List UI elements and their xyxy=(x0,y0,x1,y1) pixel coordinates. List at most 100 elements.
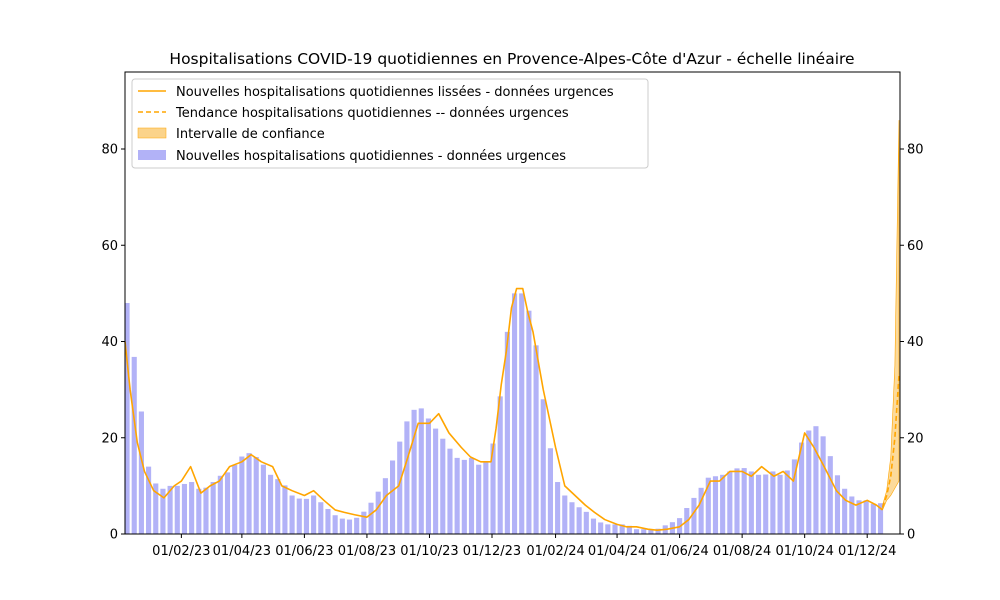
legend-label-trend: Tendance hospitalisations quotidiennes -… xyxy=(175,106,569,121)
bar xyxy=(590,518,597,534)
confidence-area xyxy=(882,120,900,511)
y-axis-right: 0 20 40 60 80 xyxy=(900,143,924,543)
bar xyxy=(834,475,841,534)
bar xyxy=(447,448,453,534)
bar xyxy=(612,524,618,534)
y-tick-label: 60 xyxy=(907,239,924,254)
y-tick-label: 20 xyxy=(907,431,924,446)
bar xyxy=(641,529,647,534)
x-tick-label: 01/10/24 xyxy=(775,544,833,559)
bar xyxy=(791,459,797,534)
bar xyxy=(748,471,754,534)
legend-box xyxy=(131,78,649,169)
smoothed-line xyxy=(124,287,884,531)
bar xyxy=(576,507,582,534)
bar xyxy=(863,500,869,534)
x-tick-label: 01/04/24 xyxy=(588,544,646,559)
bar xyxy=(583,511,589,534)
legend-band-swatch xyxy=(137,127,167,139)
bar xyxy=(325,508,331,534)
legend-bar-swatch xyxy=(138,150,166,160)
x-tick-label: 01/12/24 xyxy=(838,544,896,559)
x-tick-label: 01/10/23 xyxy=(400,544,458,559)
bar xyxy=(727,471,733,534)
bar xyxy=(203,487,209,534)
bar xyxy=(253,457,259,534)
x-tick-label: 01/06/24 xyxy=(650,544,708,559)
y-tick-label: 0 xyxy=(110,528,118,543)
bar xyxy=(770,471,776,534)
y-tick-label: 40 xyxy=(101,335,118,350)
bar xyxy=(526,310,532,534)
bar xyxy=(741,468,747,534)
y-tick-label: 0 xyxy=(907,528,915,543)
bar xyxy=(856,500,862,534)
bar xyxy=(296,498,302,534)
bar xyxy=(282,485,288,534)
bar xyxy=(712,476,719,534)
bar xyxy=(389,460,396,534)
bar xyxy=(131,356,137,534)
bar xyxy=(454,457,460,534)
bar xyxy=(354,517,360,534)
bar xyxy=(648,529,654,534)
bar xyxy=(418,408,424,534)
x-axis: 01/02/23 01/04/23 01/06/23 01/08/23 01/10/23… xyxy=(152,534,896,559)
bar xyxy=(275,479,281,534)
bar xyxy=(705,477,711,534)
bar-series xyxy=(124,293,884,534)
bar xyxy=(246,453,252,534)
confidence-band xyxy=(882,120,900,511)
bar xyxy=(425,418,432,534)
y-tick-label: 20 xyxy=(101,431,118,446)
bar xyxy=(124,303,130,534)
bar xyxy=(239,456,245,534)
bar xyxy=(146,466,152,534)
bar xyxy=(877,503,884,534)
bar xyxy=(153,483,159,534)
bar xyxy=(260,464,266,534)
bar xyxy=(598,522,604,534)
bar xyxy=(619,524,625,534)
bar xyxy=(777,474,783,534)
bar xyxy=(605,524,611,534)
bar xyxy=(490,443,496,534)
bar xyxy=(332,515,338,534)
bar xyxy=(440,438,446,534)
bar xyxy=(404,421,410,534)
y-axis-left: 0 20 40 60 80 xyxy=(101,143,125,543)
bar xyxy=(311,495,317,534)
bar xyxy=(540,399,546,534)
legend: Nouvelles hospitalisations quotidiennes … xyxy=(131,78,649,169)
bar xyxy=(547,448,553,534)
y-tick-label: 40 xyxy=(907,335,924,350)
bar xyxy=(346,519,353,534)
bar xyxy=(497,396,503,534)
bar xyxy=(461,459,467,534)
bar xyxy=(504,331,510,534)
bar xyxy=(468,457,475,534)
bar xyxy=(519,293,525,534)
bar xyxy=(361,511,367,534)
y-tick-label: 80 xyxy=(907,143,924,158)
bar xyxy=(784,470,790,534)
bar xyxy=(806,430,812,534)
legend-label-daily: Nouvelles hospitalisations quotidiennes … xyxy=(176,149,566,164)
legend-label-interval: Intervalle de confiance xyxy=(176,127,325,142)
bar xyxy=(476,464,482,534)
bar xyxy=(232,464,238,534)
line-series xyxy=(124,287,900,531)
bar xyxy=(210,482,216,534)
bar xyxy=(734,468,740,534)
bar xyxy=(827,456,833,534)
bar xyxy=(511,293,518,534)
bar xyxy=(720,474,726,534)
bar xyxy=(562,495,568,534)
bar xyxy=(813,426,819,534)
bar xyxy=(318,502,324,534)
bar xyxy=(382,478,388,534)
bar xyxy=(849,496,855,534)
x-tick-label: 01/06/23 xyxy=(275,544,333,559)
bar xyxy=(842,488,848,534)
